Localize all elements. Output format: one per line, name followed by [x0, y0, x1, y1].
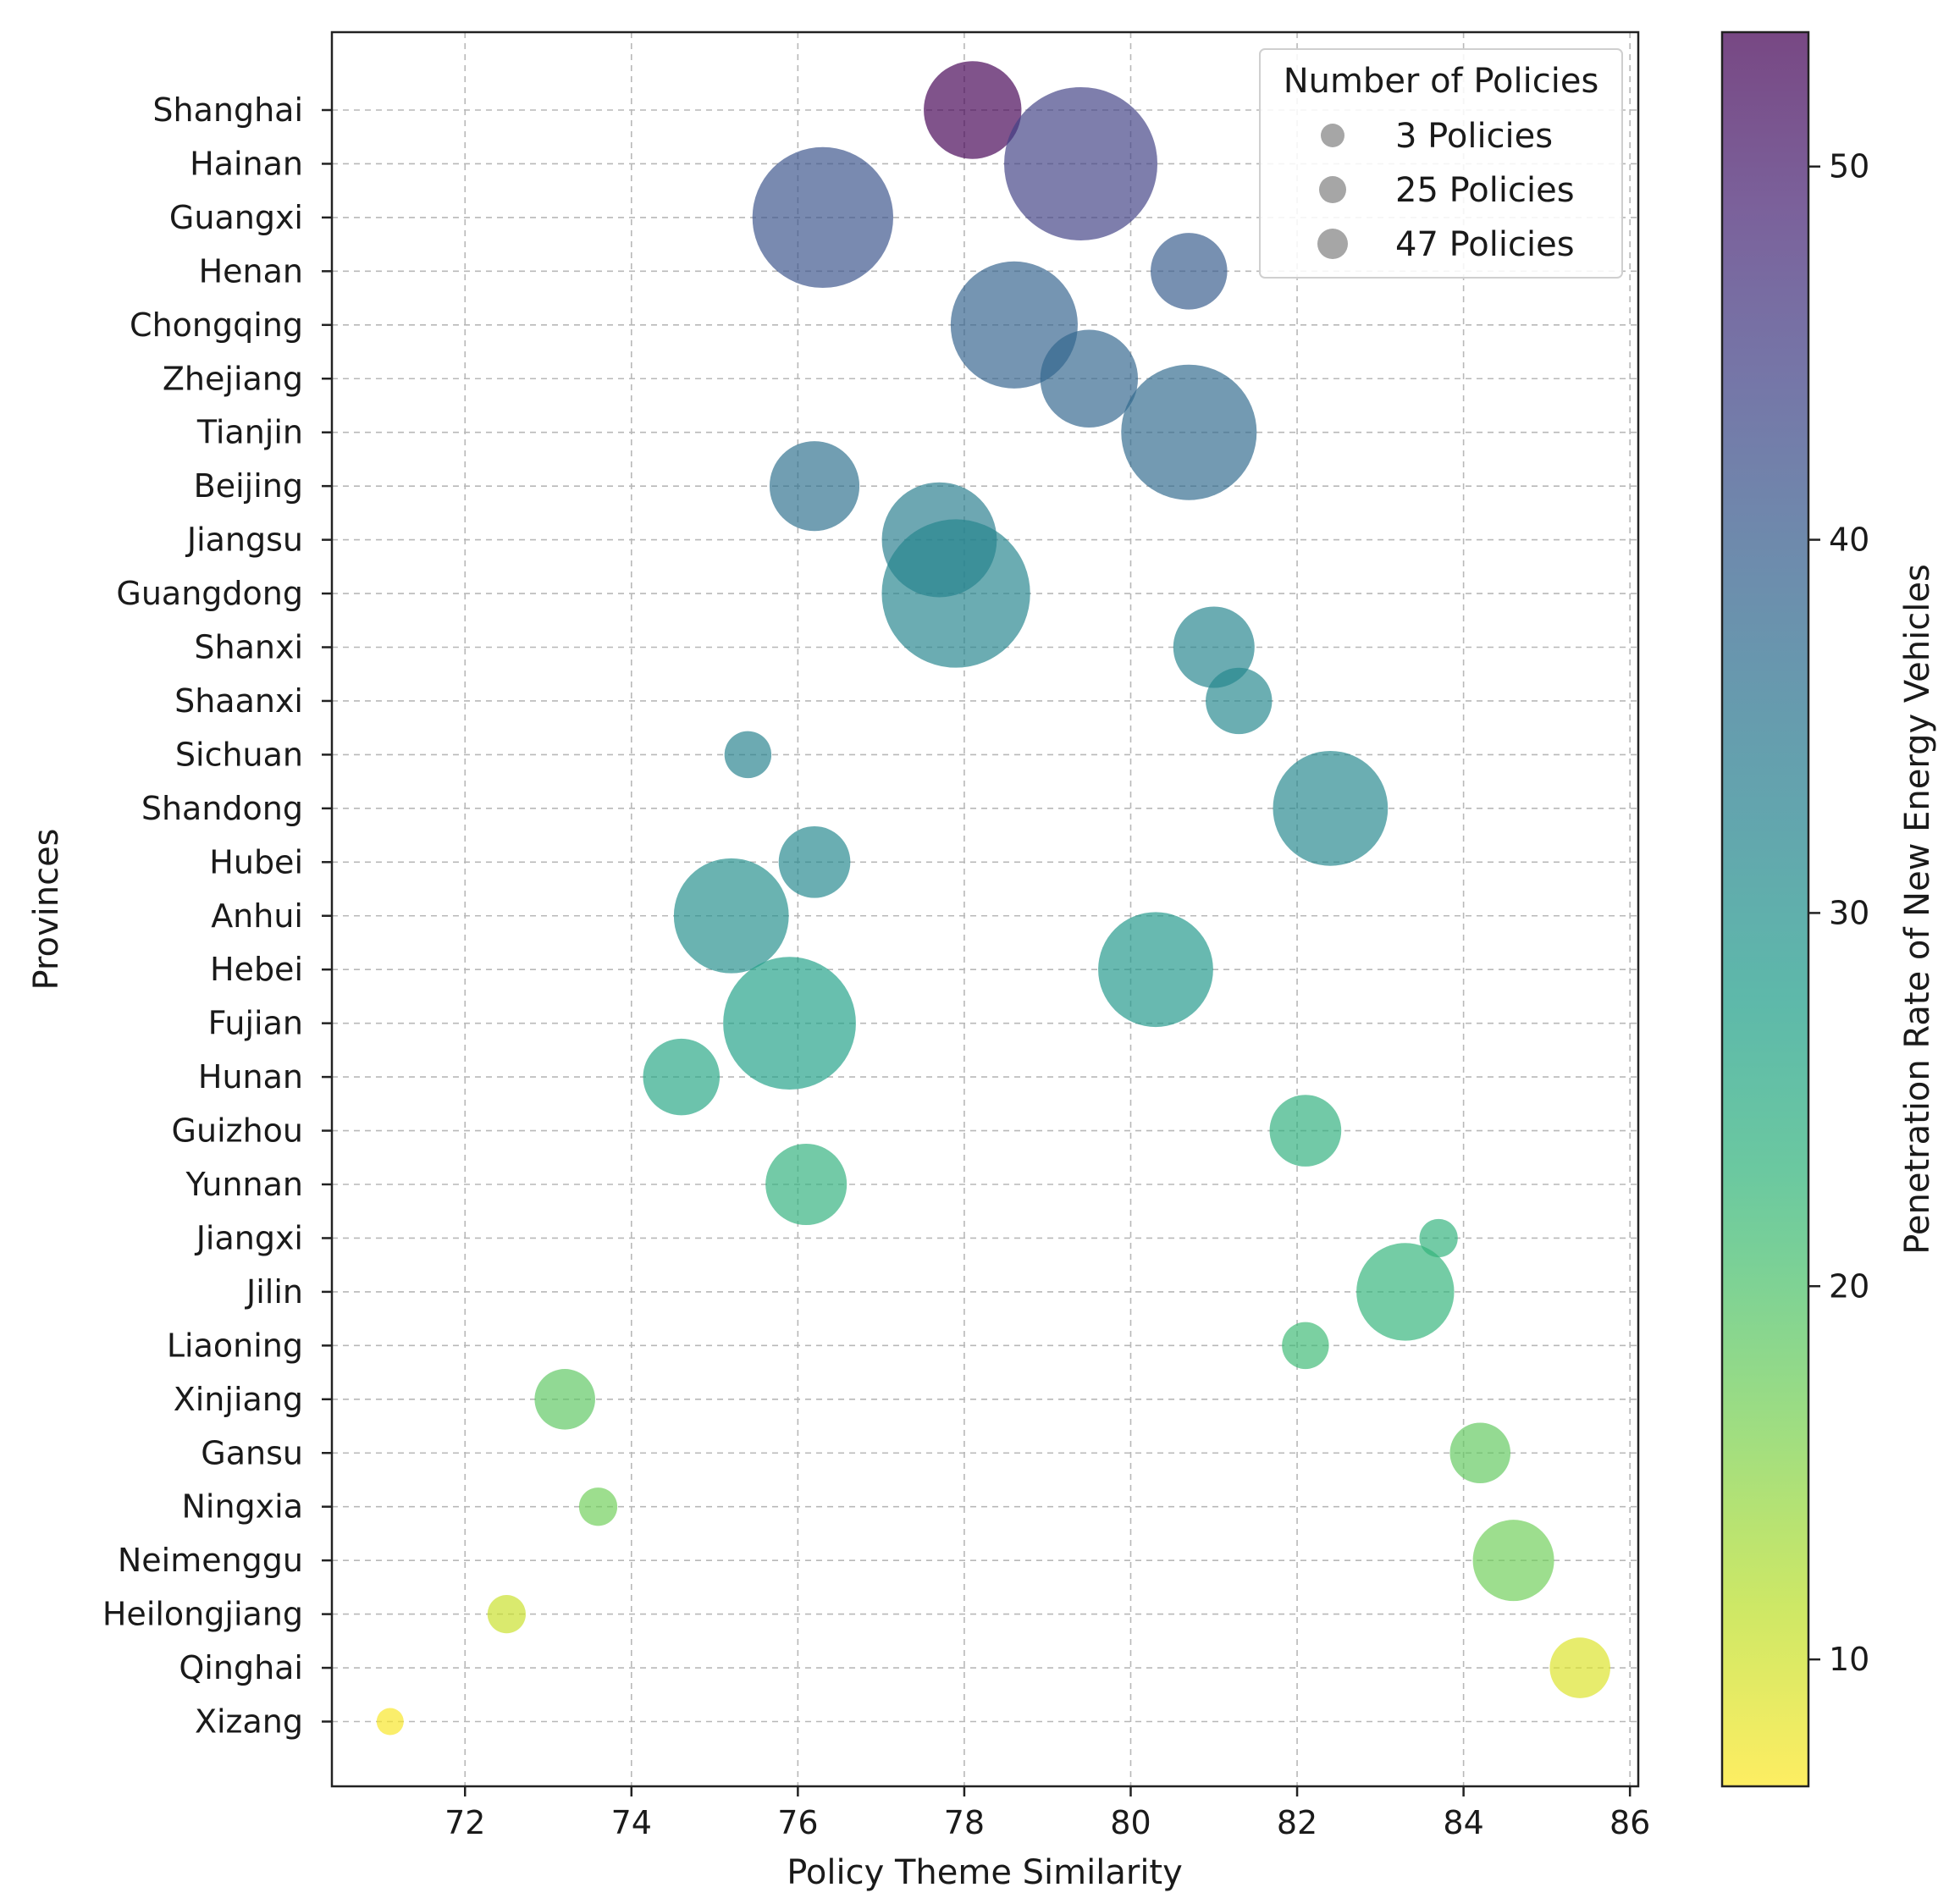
point-liaoning — [1282, 1322, 1329, 1370]
x-tick-label-72: 72 — [444, 1804, 485, 1841]
x-tick-label-78: 78 — [944, 1804, 985, 1841]
y-tick-label-anhui: Anhui — [211, 897, 303, 935]
colorbar-title: Penetration Rate of New Energy Vehicles — [1898, 564, 1937, 1255]
colorbar-tick-label-20: 20 — [1829, 1267, 1869, 1305]
y-tick-label-gansu: Gansu — [201, 1434, 303, 1471]
plot-frame — [330, 30, 1640, 1788]
y-tick-label-zhejiang: Zhejiang — [163, 360, 303, 397]
point-xinjiang — [534, 1369, 595, 1430]
point-hunan — [643, 1038, 721, 1116]
y-tick-label-guizhou: Guizhou — [172, 1112, 303, 1150]
point-shaanxi — [1206, 667, 1273, 735]
colorbar-tick-label-10: 10 — [1829, 1641, 1869, 1678]
y-tick-label-guangxi: Guangxi — [169, 199, 303, 236]
y-tick-label-heilongjiang: Heilongjiang — [102, 1596, 303, 1633]
point-xizang — [376, 1708, 404, 1736]
point-henan — [1151, 233, 1228, 310]
y-axis-title: Provinces — [27, 828, 66, 990]
legend-marker-3 — [1321, 124, 1344, 147]
y-tick-label-shandong: Shandong — [141, 790, 303, 827]
y-tick-label-beijing: Beijing — [194, 467, 303, 505]
legend-marker-47 — [1317, 229, 1348, 259]
y-tick-label-hainan: Hainan — [190, 145, 303, 182]
point-neimenggu — [1472, 1520, 1554, 1602]
point-qinghai — [1549, 1637, 1610, 1698]
point-tianjin — [1121, 364, 1257, 500]
point-shanxi — [1173, 606, 1255, 688]
point-heilongjiang — [487, 1594, 527, 1634]
point-beijing — [769, 441, 860, 532]
legend: Number of Policies 3 Policies 25 Policie… — [1259, 48, 1623, 279]
point-hubei — [778, 825, 851, 898]
data-points — [376, 61, 1610, 1736]
colorbar: 10 20 30 40 50 Penetration Rate of New Energ… — [1720, 30, 1937, 1788]
x-tick-label-84: 84 — [1443, 1804, 1483, 1841]
x-axis: 72 74 76 78 80 82 84 86 — [444, 1786, 1650, 1841]
y-tick-label-sichuan: Sichuan — [175, 736, 303, 773]
x-tick-label-76: 76 — [777, 1804, 818, 1841]
point-hainan — [1004, 86, 1158, 240]
point-gansu — [1449, 1422, 1511, 1484]
legend-label-25: 25 Policies — [1395, 171, 1575, 210]
point-ningxia — [578, 1487, 618, 1526]
y-tick-label-guangdong: Guangdong — [116, 575, 303, 612]
y-tick-label-qinghai: Qinghai — [179, 1649, 303, 1686]
y-tick-label-jiangsu: Jiangsu — [185, 522, 303, 559]
x-tick-label-82: 82 — [1277, 1804, 1317, 1841]
y-tick-label-shaanxi: Shaanxi — [174, 682, 303, 720]
point-jiangxi — [1419, 1218, 1458, 1258]
y-tick-label-hunan: Hunan — [198, 1058, 303, 1095]
point-shandong — [1273, 750, 1389, 866]
y-tick-label-henan: Henan — [199, 252, 303, 290]
y-tick-label-jilin: Jilin — [245, 1273, 303, 1311]
point-guangxi — [752, 146, 893, 289]
point-yunnan — [765, 1144, 848, 1225]
colorbar-tick-label-50: 50 — [1829, 148, 1869, 185]
y-tick-label-shanxi: Shanxi — [194, 629, 303, 666]
legend-box — [1259, 48, 1623, 279]
y-tick-label-jiangxi: Jiangxi — [195, 1219, 303, 1256]
x-tick-label-80: 80 — [1110, 1804, 1151, 1841]
colorbar-tick-label-40: 40 — [1829, 522, 1869, 559]
legend-label-3: 3 Policies — [1395, 117, 1553, 156]
y-axis: Shanghai Hainan Guangxi Henan Chongqing Zheji… — [102, 91, 332, 1741]
y-tick-label-xizang: Xizang — [195, 1703, 303, 1741]
point-hebei — [1098, 912, 1213, 1028]
y-tick-label-xinjiang: Xinjiang — [174, 1381, 303, 1418]
legend-marker-25 — [1319, 176, 1346, 203]
colorbar-ticks: 10 20 30 40 50 — [1808, 148, 1869, 1678]
legend-title: Number of Policies — [1284, 62, 1599, 101]
y-tick-label-shanghai: Shanghai — [152, 91, 303, 129]
point-sichuan — [724, 731, 772, 779]
y-tick-label-hebei: Hebei — [210, 951, 303, 988]
point-shanghai — [924, 61, 1022, 159]
point-zhejiang — [1040, 329, 1139, 428]
y-tick-label-chongqing: Chongqing — [130, 306, 303, 344]
y-tick-label-hubei: Hubei — [209, 843, 303, 880]
point-guangdong — [881, 519, 1030, 668]
y-tick-label-liaoning: Liaoning — [167, 1327, 303, 1364]
point-jilin — [1356, 1243, 1455, 1341]
colorbar-frame — [1720, 30, 1810, 1788]
point-fujian — [723, 957, 856, 1090]
point-guizhou — [1269, 1095, 1342, 1167]
y-tick-label-yunnan: Yunnan — [185, 1166, 303, 1203]
legend-label-47: 47 Policies — [1395, 225, 1575, 264]
y-tick-label-fujian: Fujian — [208, 1005, 303, 1042]
y-tick-label-tianjin: Tianjin — [196, 414, 303, 451]
y-tick-label-ningxia: Ningxia — [181, 1488, 303, 1526]
colorbar-fill — [1722, 32, 1808, 1786]
x-axis-title: Policy Theme Similarity — [787, 1853, 1183, 1892]
x-tick-label-74: 74 — [611, 1804, 652, 1841]
x-tick-label-86: 86 — [1609, 1804, 1650, 1841]
point-anhui — [673, 858, 789, 974]
colorbar-tick-label-30: 30 — [1829, 894, 1869, 931]
y-tick-label-neimenggu: Neimenggu — [118, 1542, 303, 1579]
